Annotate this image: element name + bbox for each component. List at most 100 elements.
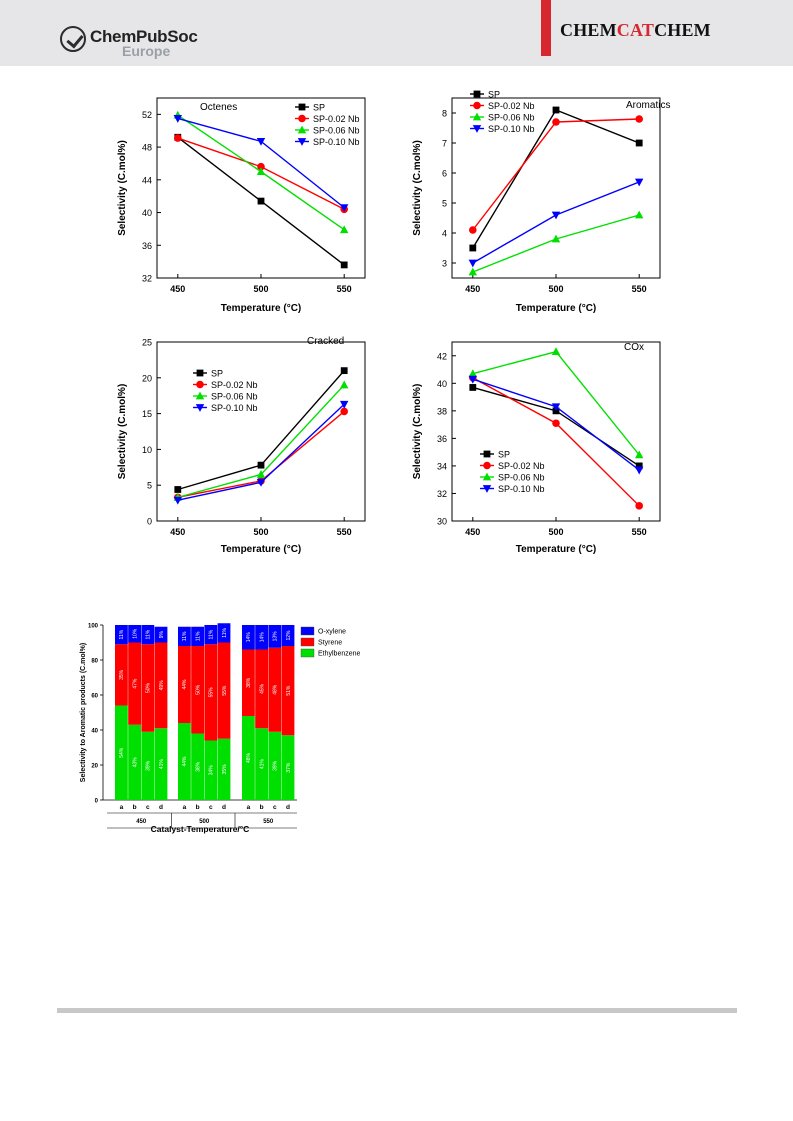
x-tick-label: 500: [548, 527, 563, 537]
legend: O-xylene Styrene Ethylbenzene: [300, 626, 361, 658]
x-tick-label: 500: [253, 284, 268, 294]
data-point: [552, 118, 560, 126]
bar-segment: [128, 625, 141, 643]
data-point: [256, 478, 266, 487]
header-accent-bar: [541, 0, 551, 56]
aromatics-chart: 3 4 5 6 7 8 450 500 550 Temperature (°C) Selectivi…: [412, 90, 670, 315]
series-sp-0-10-nb: [468, 375, 644, 475]
legend-marker: [297, 125, 307, 134]
data-point: [257, 461, 265, 469]
data-point: [635, 139, 643, 147]
bar-segment: [255, 649, 268, 729]
chart-title: COx: [624, 342, 644, 353]
series-sp-0-02-nb: [469, 115, 643, 234]
data-label: 50%: [146, 682, 152, 693]
bar-segment: [128, 642, 141, 725]
x-tick-label: 550: [337, 527, 352, 537]
data-label: 10%: [132, 628, 138, 639]
category-label: a: [183, 804, 187, 811]
y-tick-label: 32: [437, 489, 447, 499]
legend-swatch: [300, 648, 315, 658]
legend-label: SP-0.10 Nb: [488, 124, 535, 134]
bar-segment: [204, 625, 218, 645]
legend-label: SP: [498, 450, 510, 460]
legend-marker: [472, 112, 482, 121]
data-point: [468, 259, 477, 268]
chempubsoc-logo: ChemPubSoc Europe: [60, 26, 200, 60]
journal-title-part-2: CAT: [616, 20, 655, 40]
legend-label: SP: [313, 103, 325, 113]
x-axis-label: Temperature (°C): [221, 303, 302, 314]
x-axis-label: Temperature (°C): [221, 544, 302, 555]
data-label: 9%: [159, 630, 165, 638]
y-tick-label: 3: [442, 259, 447, 269]
y-tick-label: 30: [437, 517, 447, 527]
data-label: 11%: [119, 629, 125, 639]
data-point: [174, 486, 182, 493]
bar-segment: [191, 733, 204, 800]
data-label: 11%: [222, 628, 228, 638]
data-point: [340, 225, 349, 234]
bar-segment: [141, 644, 155, 732]
journal-title: CHEMCATCHEM: [560, 20, 711, 41]
bar-segment: [242, 649, 255, 716]
series-sp: [469, 106, 643, 252]
data-label: 34%: [209, 765, 215, 776]
y-tick-label: 48: [142, 143, 152, 153]
category-label: d: [159, 804, 163, 811]
data-label: 13%: [273, 631, 279, 642]
footer-divider: [57, 1008, 737, 1013]
data-point: [635, 210, 644, 219]
category-label: d: [222, 804, 226, 811]
legend-marker: [483, 450, 491, 458]
data-label: 51%: [286, 685, 292, 696]
bar-segment: [191, 626, 204, 646]
legend-marker: [473, 101, 481, 110]
y-tick-label: 42: [437, 351, 447, 361]
x-tick-label: 550: [337, 284, 352, 294]
data-label: 55%: [222, 685, 228, 696]
legend-label: SP-0.10 Nb: [498, 484, 545, 494]
data-point: [635, 178, 644, 187]
legend-marker: [195, 391, 205, 400]
data-point: [257, 197, 265, 205]
y-axis-label: Selectivity (C.mol%): [412, 140, 423, 236]
x-tick-label: 500: [253, 527, 268, 537]
legend-label: SP-0.10 Nb: [313, 137, 360, 147]
data-label: 41%: [159, 759, 165, 770]
data-label: 41%: [259, 759, 265, 770]
data-point: [635, 115, 643, 123]
journal-title-part-3: CHEM: [654, 20, 711, 40]
data-point: [552, 106, 560, 114]
bar-segment: [204, 644, 218, 741]
y-tick-label: 7: [442, 139, 447, 149]
legend-label: SP-0.02 Nb: [498, 461, 545, 471]
y-tick-label: 36: [437, 434, 447, 444]
data-point: [468, 375, 477, 384]
bar-segment: [217, 738, 231, 800]
journal-header: ChemPubSoc Europe CHEMCATCHEM: [0, 0, 793, 66]
y-tick-label: 4: [442, 229, 447, 239]
chart-title: Cracked: [307, 336, 344, 347]
y-axis-label: Selectivity (C.mol%): [117, 140, 128, 236]
y-tick-label: 32: [142, 274, 152, 284]
bar-segment: [178, 646, 191, 723]
category-label: b: [133, 804, 137, 811]
data-label: 39%: [146, 760, 152, 771]
data-label: 14%: [259, 632, 265, 643]
data-point: [340, 204, 349, 213]
y-tick-label: 36: [142, 241, 152, 251]
y-tick-label: 52: [142, 110, 152, 120]
data-point: [340, 400, 349, 409]
x-axis-label: Temperature (°C): [516, 303, 597, 314]
bar-segment: [242, 625, 255, 650]
y-tick-label: 0: [147, 517, 152, 527]
category-label: c: [209, 804, 213, 811]
data-label: 55%: [209, 687, 215, 698]
category-label: b: [196, 804, 200, 811]
legend-label: Ethylbenzene: [318, 651, 361, 658]
bar-segment: [115, 644, 128, 706]
data-label: 11%: [146, 629, 152, 639]
